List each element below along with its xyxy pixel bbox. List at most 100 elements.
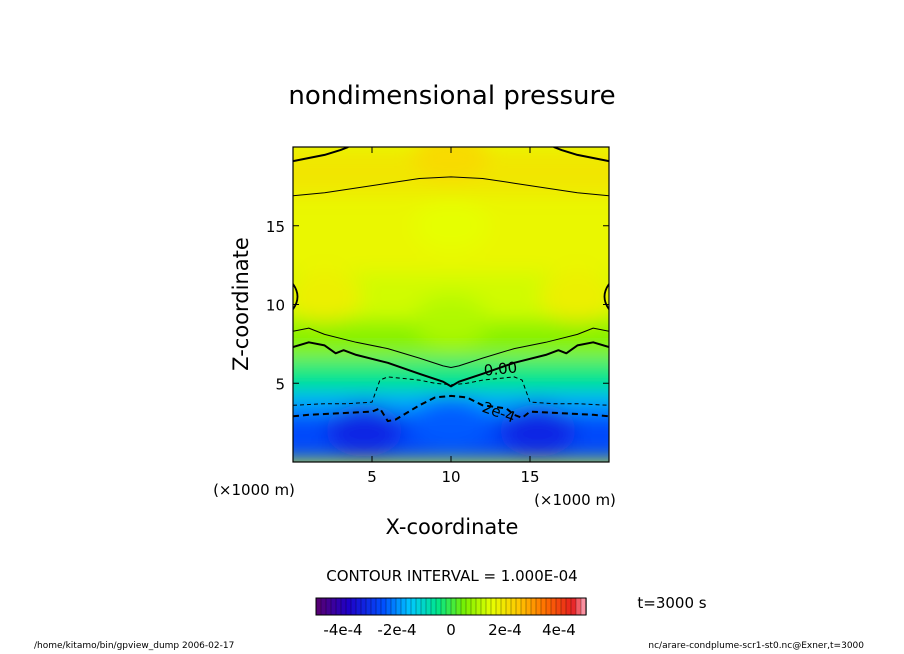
field-gradient xyxy=(293,147,609,462)
contour-lines xyxy=(293,147,609,423)
colorbar-swatch xyxy=(325,597,332,616)
contour-line xyxy=(553,147,609,163)
plot-area: 5 10 15 5 10 15 xyxy=(266,146,610,486)
x-axis-label: X-coordinate xyxy=(386,515,519,539)
colorbar-swatch xyxy=(335,597,342,616)
colorbar-swatch xyxy=(420,597,427,616)
colorbar-swatch xyxy=(525,597,532,616)
colorbar-swatch xyxy=(430,597,437,616)
colorbar-swatch xyxy=(490,597,497,616)
colorbar-swatch xyxy=(475,597,482,616)
colorbar-swatch xyxy=(520,597,527,616)
contour-line xyxy=(603,283,609,310)
colorbar-swatch xyxy=(415,597,422,616)
colorbar-swatch xyxy=(360,597,367,616)
x-tick-label: 15 xyxy=(520,468,539,486)
colorbar-swatch xyxy=(500,597,507,616)
colorbar-swatch xyxy=(550,597,557,616)
colorbar-swatch xyxy=(315,597,322,616)
contour-line xyxy=(293,394,609,423)
colorbar-swatch xyxy=(385,597,392,616)
colorbar-tick-label: -4e-4 xyxy=(323,621,362,639)
colorbar-tick-label: 4e-4 xyxy=(542,621,576,639)
colorbar-swatch xyxy=(450,597,457,616)
contour-interval: CONTOUR INTERVAL = 1.000E-04 xyxy=(326,567,577,585)
colorbar-swatch xyxy=(355,597,362,616)
field-blob xyxy=(293,270,363,323)
colorbar-swatch xyxy=(560,597,567,616)
colorbar-swatch xyxy=(380,597,387,616)
colorbar-swatch xyxy=(535,597,542,616)
field-blob xyxy=(413,396,489,449)
colorbar-swatch xyxy=(575,597,582,616)
colorbar-swatch xyxy=(465,597,472,616)
colorbar-swatch xyxy=(545,597,552,616)
field-blob xyxy=(539,270,609,323)
colorbar-swatch xyxy=(370,597,377,616)
colorbar-tick-label: -2e-4 xyxy=(377,621,416,639)
colorbar-swatch xyxy=(435,597,442,616)
colorbar-swatch xyxy=(515,597,522,616)
x-tick-label: 5 xyxy=(367,468,377,486)
colorbar-swatch xyxy=(375,597,382,616)
colorbar-swatch xyxy=(470,597,477,616)
colorbar-swatch xyxy=(570,597,577,616)
footer-left: /home/kitamo/bin/gpview_dump 2006-02-17 xyxy=(34,641,235,651)
colorbar-frame xyxy=(315,597,587,616)
colorbar-swatch xyxy=(365,597,372,616)
colorbar-swatch xyxy=(440,597,447,616)
y-axis-label: Z-coordinate xyxy=(229,237,253,371)
colorbar-swatch xyxy=(505,597,512,616)
colorbar-swatch xyxy=(320,597,327,616)
colorbar-swatch xyxy=(555,597,562,616)
colorbar-swatch xyxy=(510,597,517,616)
contour-line xyxy=(293,147,349,163)
colorbar-swatch xyxy=(350,597,357,616)
contour-line xyxy=(293,176,609,197)
chart-title: nondimensional pressure xyxy=(288,81,615,111)
colorbar-tick-label: 2e-4 xyxy=(488,621,522,639)
contour-line xyxy=(293,327,609,368)
x-unit-right: (×1000 m) xyxy=(534,491,616,509)
time-label: t=3000 s xyxy=(637,594,706,612)
colorbar-tick-label: 0 xyxy=(446,621,456,639)
colorbar: -4e-4 -2e-4 0 2e-4 4e-4 xyxy=(315,597,587,639)
colorbar-swatch xyxy=(565,597,572,616)
colorbar-swatch xyxy=(395,597,402,616)
colorbar-swatch xyxy=(455,597,462,616)
field-blob xyxy=(413,147,489,181)
colorbar-swatch xyxy=(425,597,432,616)
field-blob xyxy=(326,404,403,457)
colorbar-swatch xyxy=(410,597,417,616)
z-tick-label: 15 xyxy=(266,218,285,236)
z-tick-label: 10 xyxy=(266,297,285,315)
colorbar-swatch xyxy=(480,597,487,616)
colorbar-swatch xyxy=(390,597,397,616)
pressure-field xyxy=(293,147,609,462)
colorbar-swatch xyxy=(340,597,347,616)
colorbar-swatch xyxy=(495,597,502,616)
colorbar-swatch xyxy=(485,597,492,616)
x-tick-label: 10 xyxy=(441,468,460,486)
field-blob xyxy=(413,199,489,252)
contour-label-zero: 0.00 xyxy=(483,358,518,379)
colorbar-swatch xyxy=(330,597,337,616)
footer-right: nc/arare-condplume-scr1-st0.nc@Exner,t=3… xyxy=(648,641,864,651)
z-tick-label: 5 xyxy=(275,375,285,393)
colorbar-swatch xyxy=(540,597,547,616)
colorbar-swatch xyxy=(345,597,352,616)
colorbar-swatches xyxy=(315,597,587,616)
contour-line xyxy=(293,376,609,406)
colorbar-tick-labels: -4e-4 -2e-4 0 2e-4 4e-4 xyxy=(323,621,575,639)
colorbar-swatch xyxy=(405,597,412,616)
contour-line xyxy=(293,283,299,310)
field-blob xyxy=(413,294,489,347)
colorbar-swatch xyxy=(445,597,452,616)
axis-ticks: 5 10 15 5 10 15 xyxy=(266,147,609,486)
contour-line xyxy=(293,341,609,388)
colorbar-swatch xyxy=(460,597,467,616)
colorbar-swatch xyxy=(530,597,537,616)
x-unit-left: (×1000 m) xyxy=(213,481,295,499)
colorbar-swatch xyxy=(400,597,407,616)
